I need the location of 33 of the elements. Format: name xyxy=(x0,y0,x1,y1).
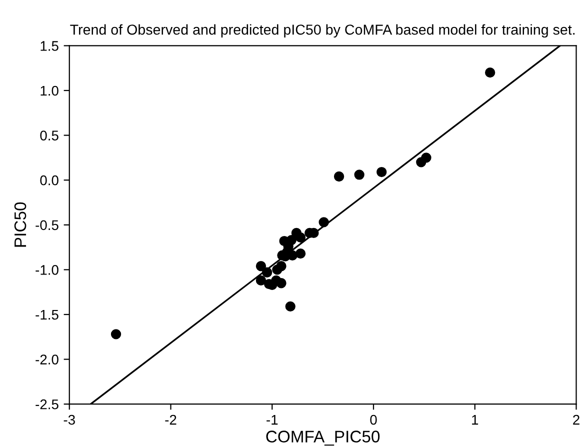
chart-title: Trend of Observed and predicted pIC50 by CoMFA based model for training set. xyxy=(70,24,575,38)
x-tick-label: 2 xyxy=(573,414,580,425)
point xyxy=(110,329,122,340)
x-tick-label: -3 xyxy=(64,414,75,425)
y-tick-label: -1.0 xyxy=(36,265,58,275)
y-tick-label: 1.0 xyxy=(40,86,58,96)
y-tick-label: -2.0 xyxy=(36,354,58,364)
point xyxy=(376,166,387,178)
point xyxy=(285,301,296,312)
y-axis-title: PIC50 xyxy=(14,202,26,247)
x-tick-label: -1 xyxy=(266,415,278,425)
point xyxy=(256,261,266,272)
y-tick-label: -0.5 xyxy=(36,220,58,230)
point xyxy=(354,170,364,180)
y-tick-label: 1.5 xyxy=(40,41,58,51)
y-tick-label: 0.0 xyxy=(40,175,58,186)
x-tick-label: 0 xyxy=(370,414,377,425)
y-tick-label: -1.5 xyxy=(36,310,58,320)
point xyxy=(262,267,272,278)
point xyxy=(318,217,329,228)
x-tick-label: -2 xyxy=(165,414,176,425)
point xyxy=(334,171,344,182)
point xyxy=(421,152,432,163)
x-axis-title: COMFA_PIC50 xyxy=(266,430,380,446)
point xyxy=(484,67,496,78)
point xyxy=(256,275,266,286)
x-tick-label: 1 xyxy=(472,415,478,425)
point xyxy=(295,248,306,259)
point xyxy=(276,278,286,288)
point xyxy=(295,232,306,243)
point xyxy=(276,261,286,272)
y-tick-label: 0.5 xyxy=(40,130,58,140)
y-tick-label: -2.5 xyxy=(36,399,58,410)
